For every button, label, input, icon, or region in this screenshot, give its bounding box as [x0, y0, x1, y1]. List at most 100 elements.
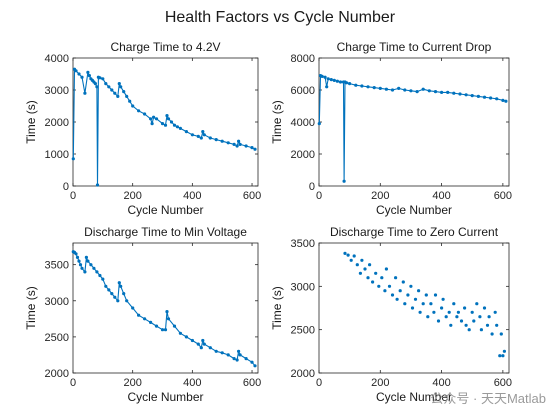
y-tick-label: 3000: [45, 85, 69, 97]
data-point: [372, 86, 376, 90]
x-axis-label: Cycle Number: [127, 203, 203, 217]
y-tick-label: 3000: [45, 296, 69, 308]
data-point: [178, 126, 182, 130]
data-point: [406, 293, 410, 297]
data-point: [403, 302, 407, 306]
data-point: [125, 299, 129, 303]
data-point: [452, 302, 456, 306]
data-point: [383, 289, 387, 293]
data-point: [110, 88, 114, 92]
data-point: [409, 284, 413, 288]
x-axis-label: Cycle Number: [376, 390, 452, 404]
data-point: [166, 317, 171, 321]
data-point: [458, 92, 462, 96]
data-point: [377, 284, 381, 288]
x-tick-label: 600: [494, 190, 512, 202]
x-tick-label: 0: [70, 190, 76, 202]
x-tick-label: 200: [371, 377, 389, 389]
data-point: [92, 266, 96, 270]
x-tick-label: 400: [432, 377, 450, 389]
data-point: [116, 94, 120, 98]
data-point: [160, 328, 165, 332]
data-point: [387, 284, 392, 288]
x-tick-label: 200: [123, 190, 141, 202]
data-point: [154, 117, 159, 121]
data-point: [235, 144, 239, 148]
data-point: [501, 354, 505, 358]
data-point: [390, 293, 395, 297]
x-tick-label: 600: [243, 377, 261, 389]
data-point: [363, 267, 367, 271]
data-point: [199, 346, 203, 350]
data-point: [87, 74, 91, 78]
data-point: [501, 98, 505, 102]
data-point: [150, 122, 154, 126]
y-tick-label: 2500: [45, 332, 69, 344]
data-point: [317, 122, 321, 126]
data-point: [424, 293, 428, 297]
data-point: [166, 117, 171, 121]
figure-title: Health Factors vs Cycle Number: [164, 9, 396, 26]
data-point: [360, 258, 364, 262]
y-tick-label: 2500: [291, 325, 315, 337]
data-point: [86, 70, 90, 74]
data-point: [184, 335, 188, 339]
data-point: [472, 319, 476, 323]
data-point: [116, 299, 120, 303]
data-point: [444, 315, 448, 319]
data-point: [235, 358, 239, 362]
data-point: [104, 82, 108, 86]
data-point: [394, 276, 398, 280]
data-point: [452, 91, 456, 95]
data-point: [214, 349, 218, 353]
data-point: [426, 315, 430, 319]
y-tick-label: 3500: [291, 238, 315, 250]
data-point: [172, 324, 177, 328]
data-point: [95, 183, 100, 187]
x-axis-label: Cycle Number: [127, 390, 203, 404]
data-point: [226, 141, 230, 145]
data-point: [201, 130, 205, 134]
watermark-text: 公众号 · 天天Matlab: [430, 391, 546, 406]
data-point: [495, 323, 499, 327]
data-point: [470, 94, 474, 98]
data-point: [143, 317, 147, 321]
data-point: [366, 276, 370, 280]
data-point: [374, 271, 378, 275]
data-point: [110, 292, 114, 296]
data-point: [74, 252, 78, 256]
data-point: [338, 80, 343, 84]
data-point: [202, 133, 206, 137]
data-point: [107, 85, 111, 89]
chart-panel-3: Discharge Time to Min Voltage 0 200 400 600 2…: [24, 225, 261, 404]
data-point: [335, 79, 339, 83]
data-point: [427, 89, 431, 93]
data-point: [163, 328, 168, 332]
data-point: [98, 273, 102, 278]
data-point: [80, 266, 84, 270]
x-tick-label: 0: [316, 190, 322, 202]
data-point: [482, 306, 487, 310]
data-point: [119, 284, 123, 288]
data-point: [409, 89, 413, 93]
data-point: [98, 76, 102, 80]
data-point: [232, 142, 236, 146]
data-point: [77, 259, 81, 263]
x-tick-label: 0: [316, 377, 322, 389]
x-tick-label: 200: [371, 190, 389, 202]
data-point: [478, 315, 482, 319]
data-point: [178, 331, 182, 335]
data-point: [329, 78, 333, 82]
data-point: [80, 75, 84, 79]
y-axis-label: Time (s): [270, 100, 284, 144]
data-point: [415, 90, 419, 94]
chart-title: Charge Time to 4.2V: [110, 40, 220, 54]
data-point: [343, 251, 347, 255]
data-point: [78, 263, 83, 267]
x-tick-label: 400: [183, 377, 201, 389]
data-point: [250, 146, 254, 150]
x-tick-label: 400: [432, 190, 450, 202]
data-point: [326, 77, 330, 81]
data-point: [169, 120, 174, 124]
